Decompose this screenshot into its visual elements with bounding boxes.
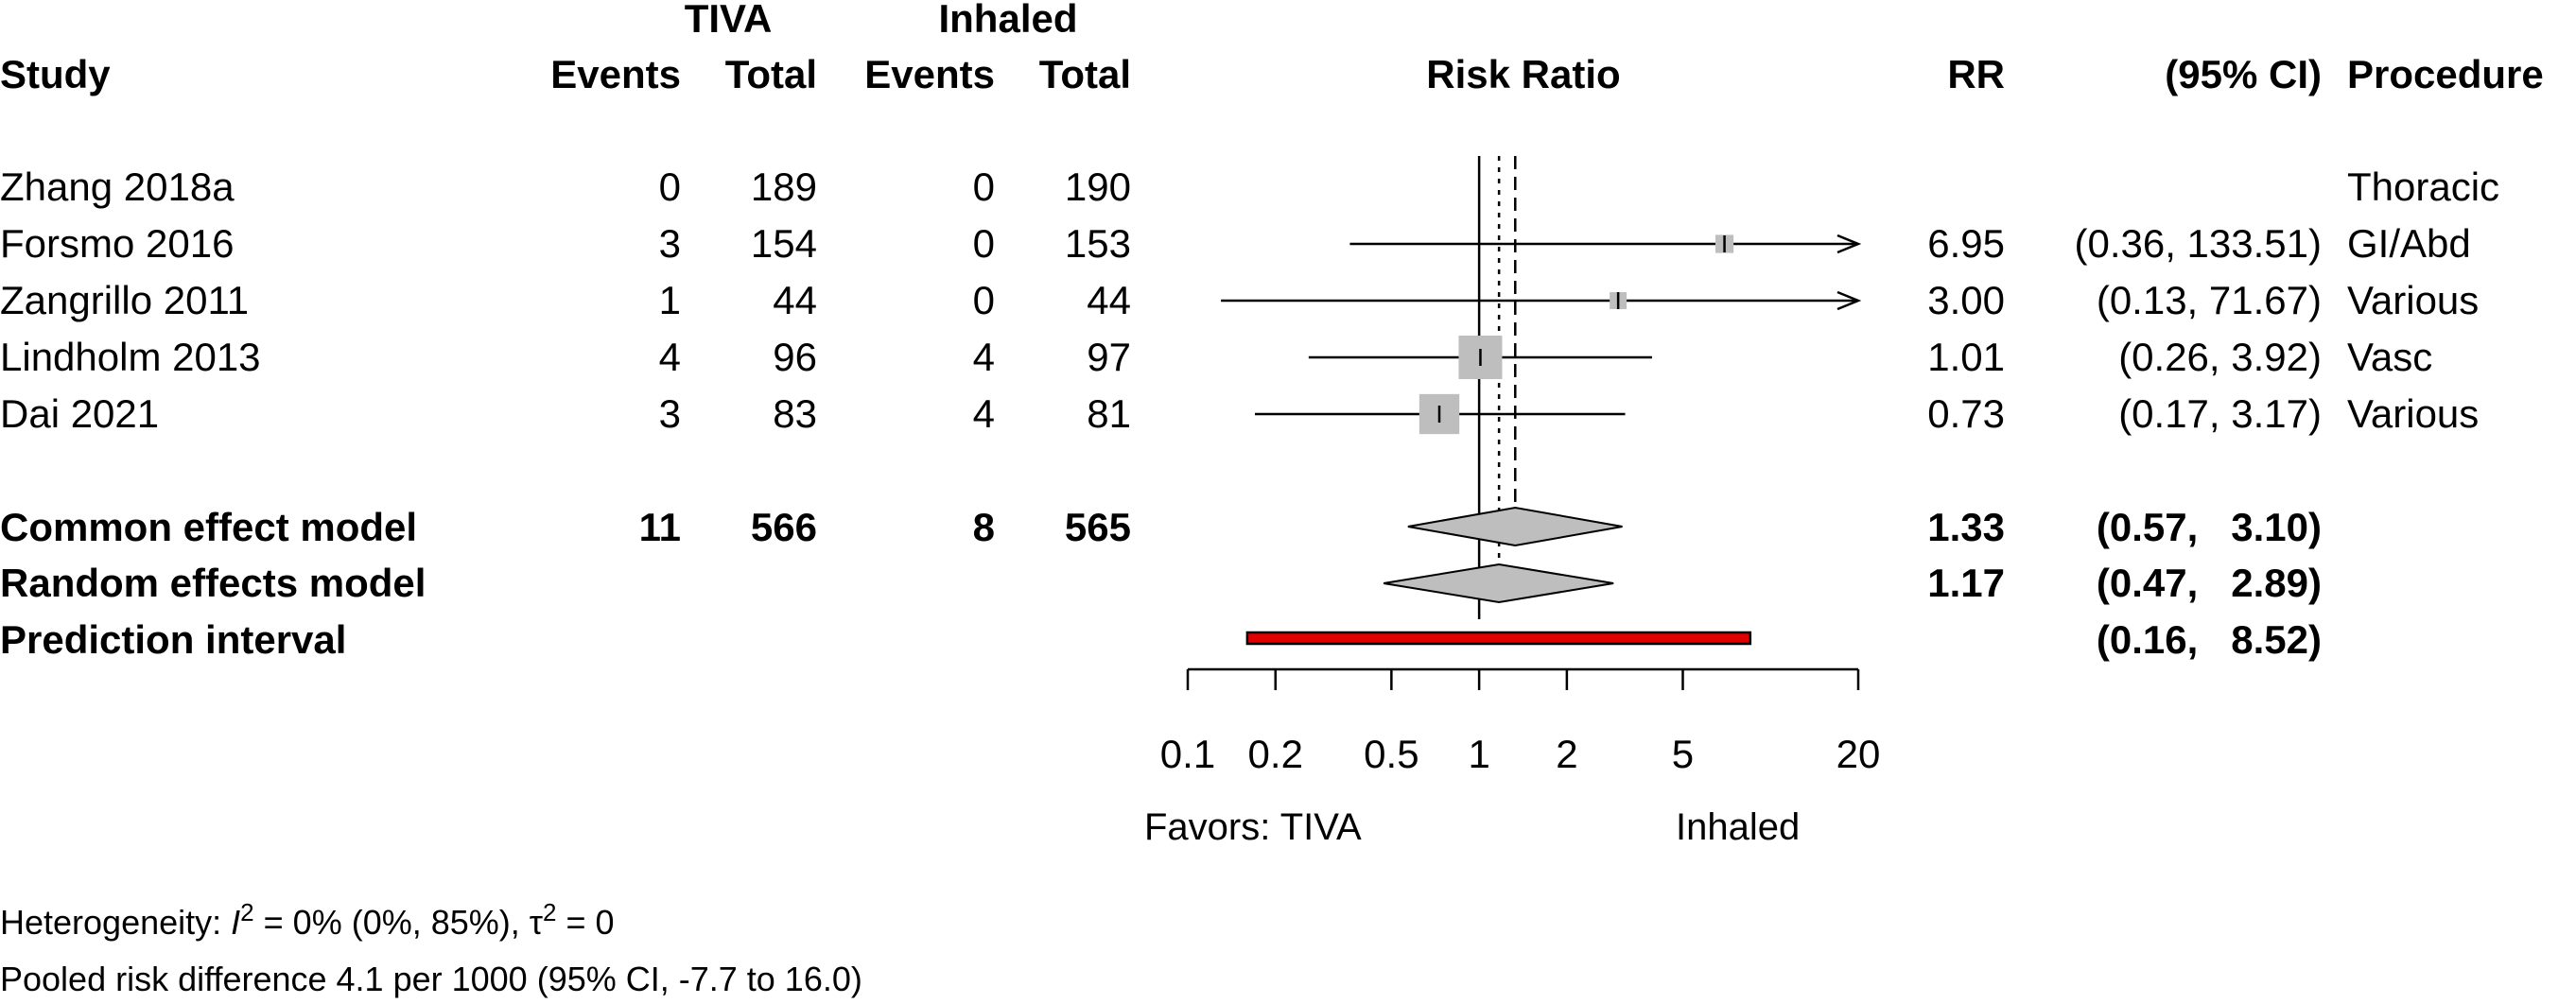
x-tick-label: 0.1 — [1160, 732, 1215, 776]
header-effect: Risk Ratio — [1426, 52, 1620, 96]
study-ci-arrow — [1836, 290, 1862, 311]
random-label: Random effects model — [0, 561, 426, 605]
x-axis: 0.1 0.2 0.5 1 2 5 20 — [1160, 667, 1881, 776]
heterogeneity-prefix: Heterogeneity: — [0, 903, 232, 942]
tau-value: = 0 — [556, 903, 615, 942]
study-events-inhaled: 4 — [973, 335, 995, 379]
pooled-risk-difference-note: Pooled risk difference 4.1 per 1000 (95%… — [0, 960, 862, 998]
header-total-2: Total — [1039, 52, 1131, 96]
header-events-1: Events — [550, 52, 681, 96]
pooled-rows: Common effect model 11 566 8 565 1.33 (0… — [0, 505, 2322, 662]
common-rr: 1.33 — [1927, 505, 2005, 549]
study-name: Dai 2021 — [0, 391, 159, 436]
study-ci: (0.36, 133.51) — [2074, 221, 2322, 266]
i2-sup: 2 — [240, 898, 254, 926]
favors-right-label: Inhaled — [1676, 806, 1800, 848]
study-procedure: Various — [2347, 278, 2479, 322]
study-ci: (0.13, 71.67) — [2097, 278, 2322, 322]
prediction-label: Prediction interval — [0, 617, 346, 662]
x-tick-label: 1 — [1468, 732, 1489, 776]
tau-symbol: τ — [529, 903, 544, 942]
study-procedure: GI/Abd — [2347, 221, 2471, 266]
x-tick-label: 2 — [1556, 732, 1577, 776]
study-ci-arrow — [1836, 234, 1862, 254]
header-procedure: Procedure — [2347, 52, 2544, 96]
study-total-inhaled: 97 — [1087, 335, 1131, 379]
i2-value: = 0% (0%, 85%), — [253, 903, 530, 942]
study-name: Zangrillo 2011 — [0, 278, 249, 322]
favors-left-label: Favors: TIVA — [1144, 806, 1362, 848]
study-events-inhaled: 4 — [973, 391, 995, 436]
common-n2: 565 — [1065, 505, 1131, 549]
study-events-inhaled: 0 — [973, 221, 995, 266]
prediction-ci: (0.16, 8.52) — [2097, 617, 2322, 662]
plot-graphics — [1221, 156, 1862, 646]
x-tick-label: 0.5 — [1364, 732, 1419, 776]
study-rr: 6.95 — [1927, 221, 2005, 266]
study-events-inhaled: 0 — [973, 278, 995, 322]
x-tick-label: 20 — [1836, 732, 1881, 776]
common-e2: 8 — [973, 505, 995, 549]
study-total-tiva: 189 — [751, 164, 817, 209]
study-procedure: Various — [2347, 391, 2479, 436]
study-rr: 3.00 — [1927, 278, 2005, 322]
header-group2: Inhaled — [938, 0, 1077, 41]
random-ci: (0.47, 2.89) — [2097, 561, 2322, 605]
study-total-tiva: 44 — [773, 278, 817, 322]
study-name: Lindholm 2013 — [0, 335, 261, 379]
random-rr: 1.17 — [1927, 561, 2005, 605]
x-tick-label: 5 — [1672, 732, 1694, 776]
study-name: Zhang 2018a — [0, 164, 235, 209]
study-total-inhaled: 81 — [1087, 391, 1131, 436]
study-total-inhaled: 190 — [1065, 164, 1131, 209]
study-rr: 0.73 — [1927, 391, 2005, 436]
x-tick-label: 0.2 — [1248, 732, 1303, 776]
random-effects-diamond — [1383, 563, 1614, 604]
study-events-inhaled: 0 — [973, 164, 995, 209]
study-rr: 1.01 — [1927, 335, 2005, 379]
study-total-tiva: 96 — [773, 335, 817, 379]
study-rows: Zhang 2018a 0 189 0 190 Thoracic Forsmo 2016 3 1… — [0, 164, 2499, 436]
header-ci: (95% CI) — [2165, 52, 2322, 96]
study-ci: (0.17, 3.17) — [2118, 391, 2322, 436]
study-name: Forsmo 2016 — [0, 221, 234, 266]
study-events-tiva: 3 — [659, 221, 681, 266]
tau-sup: 2 — [543, 898, 557, 926]
header-group1: TIVA — [685, 0, 773, 41]
common-label: Common effect model — [0, 505, 417, 549]
study-procedure: Vasc — [2347, 335, 2432, 379]
common-effect-diamond — [1407, 506, 1623, 547]
study-events-tiva: 1 — [659, 278, 681, 322]
common-ci: (0.57, 3.10) — [2097, 505, 2322, 549]
common-n1: 566 — [751, 505, 817, 549]
study-events-tiva: 3 — [659, 391, 681, 436]
study-events-tiva: 4 — [659, 335, 681, 379]
study-total-inhaled: 153 — [1065, 221, 1131, 266]
study-events-tiva: 0 — [659, 164, 681, 209]
heterogeneity-note: Heterogeneity: I2 = 0% (0%, 85%), τ2 = 0 — [0, 900, 615, 943]
i2-symbol: I — [231, 903, 241, 942]
common-e1: 11 — [639, 505, 681, 549]
study-procedure: Thoracic — [2347, 164, 2499, 209]
study-total-tiva: 154 — [751, 221, 817, 266]
study-ci: (0.26, 3.92) — [2118, 335, 2322, 379]
prediction-interval-bar — [1245, 631, 1752, 646]
study-total-tiva: 83 — [773, 391, 817, 436]
column-headers: TIVA Inhaled Study Events Total Events T… — [0, 0, 2544, 96]
header-total-1: Total — [725, 52, 817, 96]
header-events-2: Events — [864, 52, 995, 96]
header-study: Study — [0, 52, 111, 96]
header-rr: RR — [1947, 52, 2005, 96]
study-total-inhaled: 44 — [1087, 278, 1131, 322]
